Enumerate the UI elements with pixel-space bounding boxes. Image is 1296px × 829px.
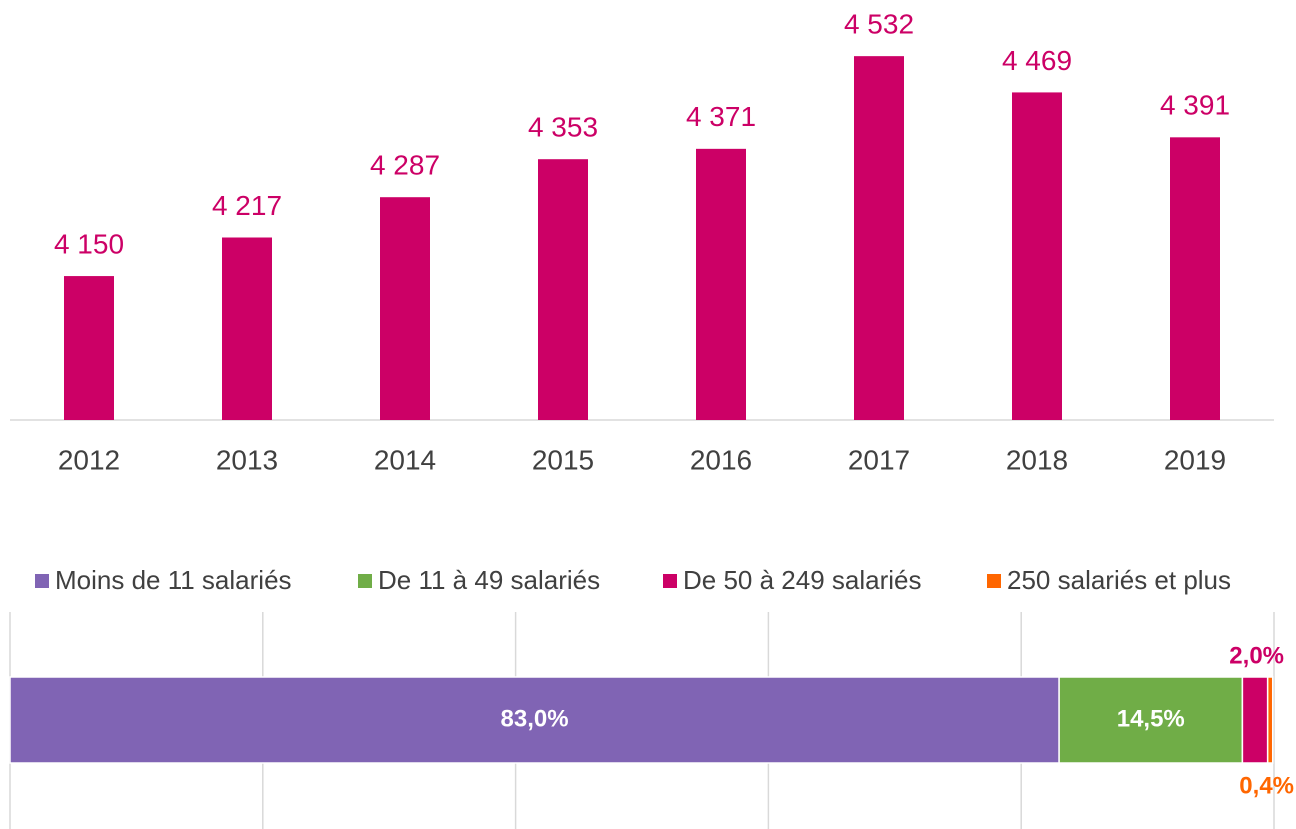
legend-label: De 50 à 249 salariés (683, 565, 921, 595)
bar (222, 237, 272, 420)
legend-label: 250 salariés et plus (1007, 565, 1231, 595)
bar (538, 159, 588, 421)
data-label: 4 391 (1160, 90, 1230, 121)
x-tick-label: 2018 (1006, 444, 1068, 475)
x-tick-label: 2016 (690, 444, 752, 475)
x-tick-label: 2014 (374, 444, 436, 475)
legend-swatch (663, 574, 677, 588)
bar (696, 148, 746, 421)
x-tick-label: 2012 (58, 444, 120, 475)
bar (64, 276, 114, 420)
bar-segment (1058, 676, 1244, 764)
data-label: 4 353 (528, 112, 598, 143)
bar (854, 56, 904, 421)
x-tick-label: 2013 (216, 444, 278, 475)
x-tick-label: 2015 (532, 444, 594, 475)
bar (1012, 92, 1062, 420)
data-label: 14,5% (1117, 705, 1185, 732)
data-label: 4 371 (686, 101, 756, 132)
bar (1170, 137, 1220, 420)
data-label: 2,0% (1229, 642, 1284, 669)
bar-segment (1241, 676, 1269, 764)
legend-swatch (358, 574, 372, 588)
data-label: 4 287 (370, 150, 440, 181)
x-tick-label: 2017 (848, 444, 910, 475)
data-label: 83,0% (501, 705, 569, 732)
data-label: 0,4% (1239, 772, 1294, 799)
data-label: 4 150 (54, 228, 124, 259)
data-label: 4 469 (1002, 45, 1072, 76)
data-label: 4 217 (212, 190, 282, 221)
legend-label: De 11 à 49 salariés (378, 565, 600, 595)
bar (380, 197, 430, 420)
bar-segment (1266, 676, 1274, 764)
legend-swatch (987, 574, 1001, 588)
legend-swatch (35, 574, 49, 588)
legend-label: Moins de 11 salariés (55, 565, 292, 595)
bar-segment (9, 676, 1060, 764)
data-label: 4 532 (844, 9, 914, 40)
x-tick-label: 2019 (1164, 444, 1226, 475)
